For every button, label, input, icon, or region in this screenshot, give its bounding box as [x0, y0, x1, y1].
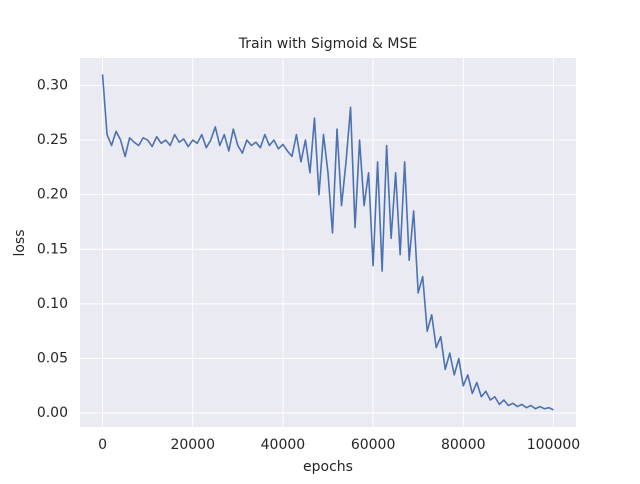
plot-area [80, 58, 576, 427]
y-tick-label: 0.05 [37, 351, 68, 367]
y-tick-label: 0.00 [37, 405, 68, 421]
x-tick-label: 80000 [441, 437, 486, 453]
y-tick-label: 0.15 [37, 241, 68, 257]
y-axis-label: loss [12, 229, 28, 256]
chart-title: Train with Sigmoid & MSE [238, 36, 417, 52]
x-tick-label: 40000 [261, 437, 306, 453]
y-tick-label: 0.30 [37, 77, 68, 93]
loss-line [101, 74, 554, 411]
x-tick-label: 20000 [170, 437, 215, 453]
x-axis-label: epochs [303, 459, 353, 475]
y-tick-label: 0.10 [37, 296, 68, 312]
x-tick-label: 100000 [527, 437, 580, 453]
y-tick-label: 0.25 [37, 132, 68, 148]
y-tick-label: 0.20 [37, 187, 68, 203]
x-tick-label: 0 [98, 437, 107, 453]
x-tick-label: 60000 [351, 437, 396, 453]
